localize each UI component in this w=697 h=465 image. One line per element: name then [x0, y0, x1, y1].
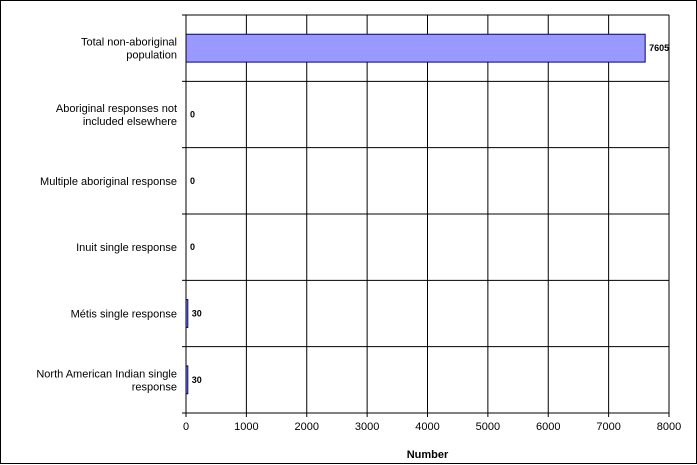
labels: 7605 Total non-aboriginal population 0 Abori…	[36, 37, 681, 433]
category-label: North American Indian single response	[36, 368, 177, 393]
category-label: Multiple aboriginal response	[40, 176, 177, 188]
x-tick-label: 4000	[415, 421, 439, 433]
x-tick-label: 5000	[476, 421, 500, 433]
x-tick-label: 1000	[234, 421, 258, 433]
category-label: Inuit single response	[76, 242, 177, 254]
category-label: Aboriginal responses not included elsewhe…	[56, 103, 177, 128]
data-label: 0	[190, 110, 195, 120]
category-label: Total non-aboriginal population	[81, 37, 177, 62]
data-label: 30	[192, 375, 202, 385]
data-label: 7605	[649, 43, 669, 53]
x-tick-label: 7000	[596, 421, 620, 433]
axes	[182, 14, 670, 417]
x-tick-label: 6000	[536, 421, 560, 433]
x-tick-label: 2000	[295, 421, 319, 433]
gridlines	[186, 14, 670, 414]
data-label: 0	[190, 242, 195, 252]
x-tick-label: 3000	[355, 421, 379, 433]
data-label: 0	[190, 176, 195, 186]
category-label: Métis single response	[71, 309, 177, 321]
x-tick-label: 8000	[657, 421, 681, 433]
bar	[185, 33, 646, 63]
data-label: 30	[192, 309, 202, 319]
x-tick-label: 0	[183, 421, 189, 433]
x-axis-title: Number	[407, 449, 449, 461]
